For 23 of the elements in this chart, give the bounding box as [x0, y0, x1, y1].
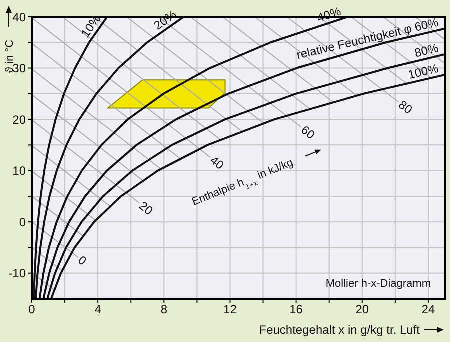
x-tick-label: 16 — [290, 302, 304, 317]
text: 80% — [413, 40, 440, 60]
text: 60 — [298, 122, 318, 142]
x-tick-label: 0 — [28, 302, 36, 317]
y-tick-label: 0 — [19, 215, 26, 230]
text: 100% — [406, 61, 440, 82]
x-tick-label: 8 — [160, 302, 168, 317]
x-tick-label: 20 — [356, 302, 370, 317]
x-tick-label: 4 — [94, 302, 102, 317]
y-tick-label: -10 — [8, 266, 26, 281]
annotation: Mollier h-x-Diagramm — [326, 278, 431, 290]
y-tick-label: 20 — [12, 112, 26, 127]
y-tick-label: 40 — [12, 10, 26, 24]
x-axis-title: Feuchtegehalt x in g/kg tr. Luft — [259, 323, 421, 337]
text: 40% — [316, 4, 344, 26]
text: 20% — [151, 7, 180, 33]
text: 40 — [208, 153, 228, 173]
x-tick-label: 12 — [224, 302, 238, 317]
y-tick-label: 10 — [12, 164, 26, 178]
x-tick-label: 24 — [422, 302, 436, 317]
text: 80 — [396, 98, 416, 118]
text: 20 — [136, 198, 156, 218]
text: 0 — [76, 253, 90, 268]
